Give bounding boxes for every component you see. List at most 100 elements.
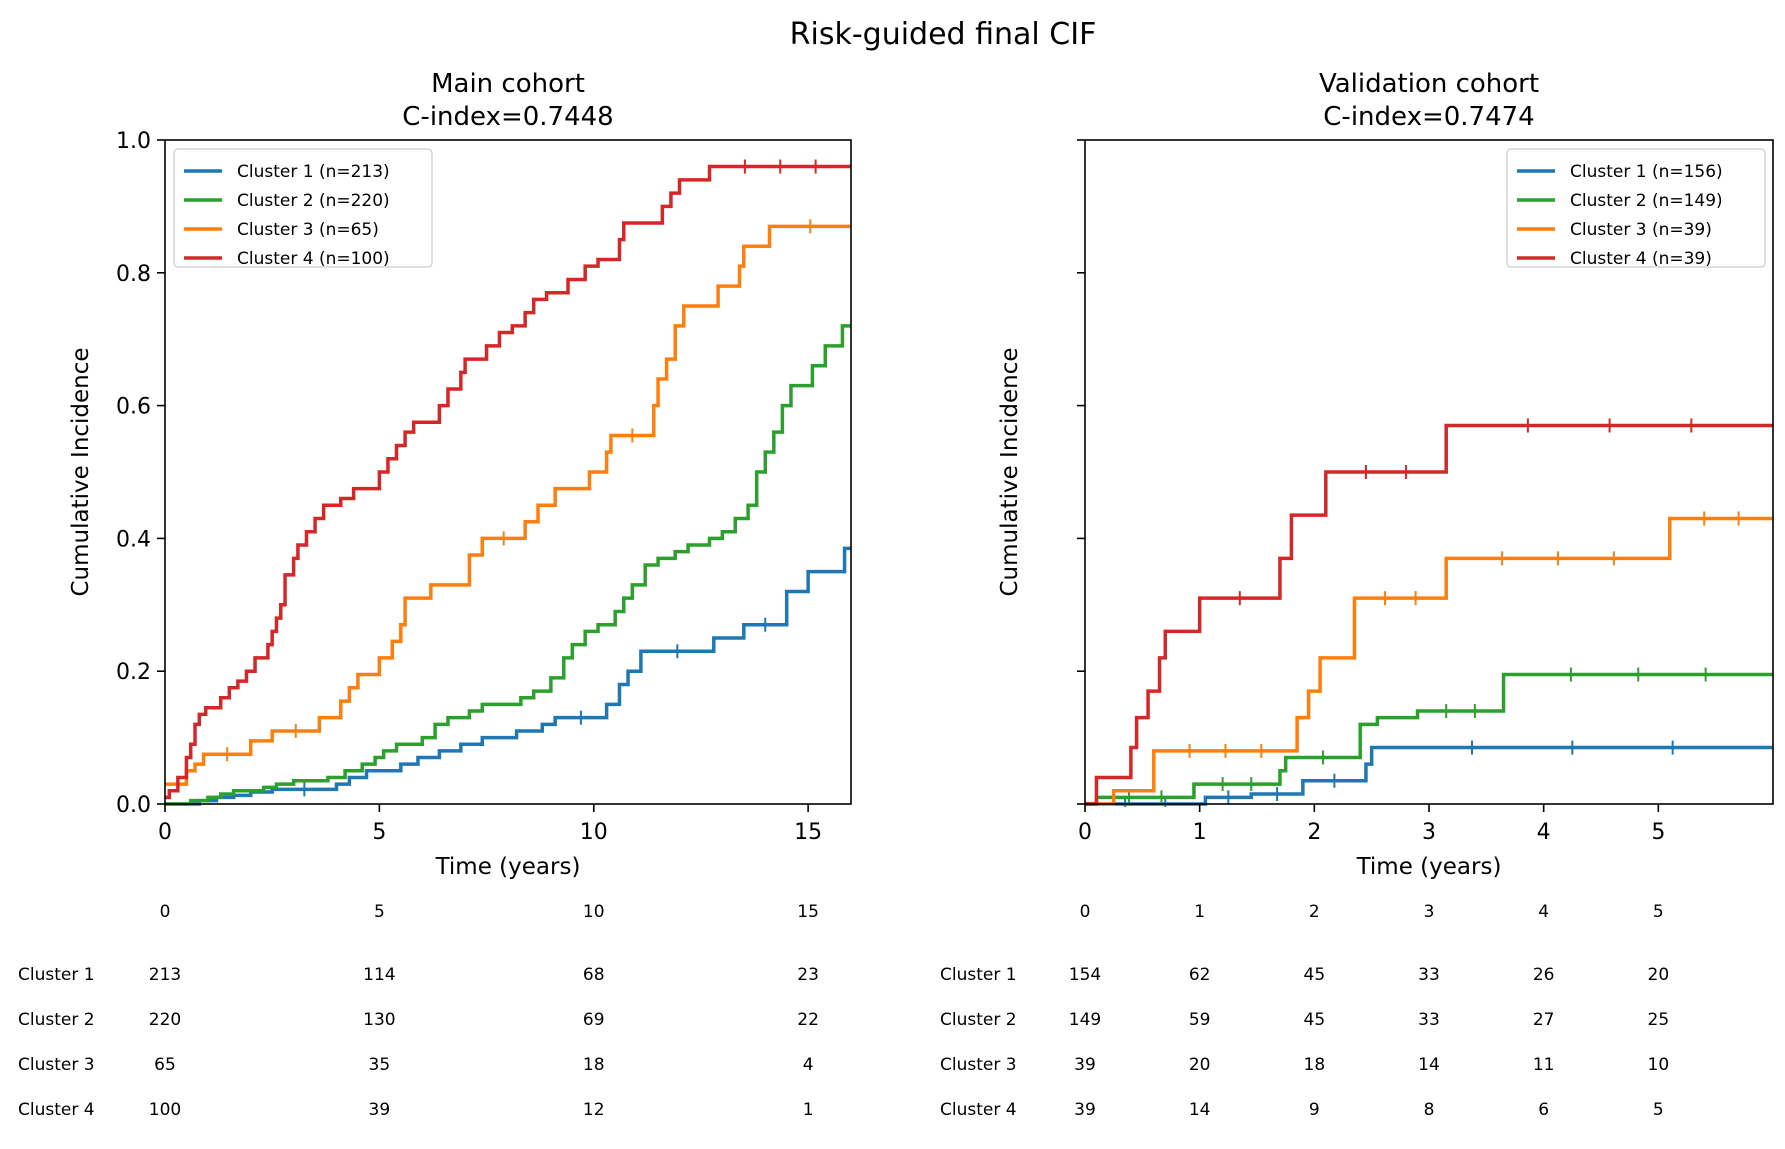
series-group xyxy=(165,159,851,806)
risk-table-cell: 18 xyxy=(583,1055,605,1075)
risk-table-cell: 39 xyxy=(1074,1100,1096,1120)
risk-table-cell: 68 xyxy=(583,965,605,985)
x-tick-label: 15 xyxy=(794,820,822,845)
x-tick-label: 5 xyxy=(372,820,386,845)
risk-table-row-label: Cluster 3 xyxy=(940,1055,1017,1075)
risk-table-cell: 11 xyxy=(1533,1055,1555,1075)
risk-table-cell: 33 xyxy=(1418,965,1440,985)
panel-subtitle: C-index=0.7474 xyxy=(1323,102,1534,132)
series-line-1 xyxy=(1085,745,1773,806)
risk-table-cell: 59 xyxy=(1189,1010,1211,1030)
risk-table-cell: 65 xyxy=(154,1055,176,1075)
legend-entry-1: Cluster 1 (n=213) xyxy=(237,162,390,182)
x-tick-label: 5 xyxy=(1651,820,1665,845)
legend-entry-2: Cluster 2 (n=220) xyxy=(237,191,390,211)
risk-table-time: 3 xyxy=(1424,902,1435,922)
risk-table-cell: 12 xyxy=(583,1100,605,1120)
risk-table-cell: 23 xyxy=(797,965,819,985)
y-axis-label: Cumulative Incidence xyxy=(997,347,1023,596)
risk-table-cell: 20 xyxy=(1189,1055,1211,1075)
risk-table-time: 10 xyxy=(583,902,605,922)
x-tick-label: 0 xyxy=(1078,820,1092,845)
plot-frame xyxy=(164,139,852,805)
risk-table-cell: 5 xyxy=(1653,1100,1664,1120)
series-line-1 xyxy=(165,546,851,806)
y-tick-label: 0.0 xyxy=(116,793,151,818)
series-line-4 xyxy=(1085,423,1773,806)
risk-table-time: 5 xyxy=(1653,902,1664,922)
risk-table-cell: 35 xyxy=(369,1055,391,1075)
legend-entry-4: Cluster 4 (n=39) xyxy=(1570,249,1712,269)
x-tick-label: 10 xyxy=(580,820,608,845)
risk-table-cell: 62 xyxy=(1189,965,1211,985)
risk-table-cell: 39 xyxy=(369,1100,391,1120)
y-tick-label: 0.2 xyxy=(116,660,151,685)
risk-table-cell: 6 xyxy=(1538,1100,1549,1120)
risk-table-cell: 22 xyxy=(797,1010,819,1030)
risk-table-row-label: Cluster 1 xyxy=(940,965,1017,985)
risk-table-row-label: Cluster 2 xyxy=(940,1010,1017,1030)
y-axis-label: Cumulative Incidence xyxy=(68,347,94,596)
panel-subtitle: C-index=0.7448 xyxy=(402,102,613,132)
risk-table-cell: 114 xyxy=(363,965,395,985)
x-tick-label: 4 xyxy=(1537,820,1551,845)
legend-box xyxy=(173,148,433,268)
risk-table-cell: 154 xyxy=(1069,965,1101,985)
risk-table-time: 4 xyxy=(1538,902,1549,922)
risk-table-row-label: Cluster 4 xyxy=(18,1100,95,1120)
risk-table-cell: 25 xyxy=(1648,1010,1670,1030)
legend: Cluster 1 (n=213) Cluster 2 (n=220) Cluste… xyxy=(173,148,433,269)
risk-table-row-label: Cluster 3 xyxy=(18,1055,95,1075)
risk-table-time: 15 xyxy=(797,902,819,922)
legend-entry-3: Cluster 3 (n=39) xyxy=(1570,220,1712,240)
risk-table-cell: 9 xyxy=(1309,1100,1320,1120)
series-line-4 xyxy=(165,164,851,800)
risk-table: 0 5 10 15 Cluster 1 213 114 68 23 Cluster 2 220 130… xyxy=(18,902,819,1120)
x-axis-label: Time (years) xyxy=(1356,854,1502,880)
risk-table-cell: 100 xyxy=(149,1100,181,1120)
y-tick-label: 1.0 xyxy=(116,129,151,154)
risk-table-time: 1 xyxy=(1194,902,1205,922)
risk-table-cell: 220 xyxy=(149,1010,181,1030)
risk-table-cell: 130 xyxy=(363,1010,395,1030)
panel-title: Main cohort xyxy=(431,69,585,99)
x-tick-label: 3 xyxy=(1422,820,1436,845)
x-tick-label: 0 xyxy=(158,820,172,845)
risk-table-row-label: Cluster 1 xyxy=(18,965,95,985)
risk-table-cell: 69 xyxy=(583,1010,605,1030)
risk-table-cell: 39 xyxy=(1074,1055,1096,1075)
risk-table-time: 2 xyxy=(1309,902,1320,922)
risk-table-cell: 4 xyxy=(803,1055,814,1075)
legend-box xyxy=(1506,148,1766,268)
risk-table-cell: 27 xyxy=(1533,1010,1555,1030)
risk-table-cell: 10 xyxy=(1648,1055,1670,1075)
risk-table-cell: 149 xyxy=(1069,1010,1101,1030)
risk-table-row-label: Cluster 2 xyxy=(18,1010,95,1030)
legend-entry-1: Cluster 1 (n=156) xyxy=(1570,162,1723,182)
risk-table-cell: 45 xyxy=(1304,965,1326,985)
figure-suptitle: Risk-guided final CIF xyxy=(790,17,1097,52)
y-tick-label: 0.8 xyxy=(116,262,151,287)
y-tick-label: 0.6 xyxy=(116,395,151,420)
risk-table-cell: 33 xyxy=(1418,1010,1440,1030)
legend: Cluster 1 (n=156) Cluster 2 (n=149) Cluste… xyxy=(1506,148,1766,269)
risk-table-time: 0 xyxy=(1080,902,1091,922)
series-line-3 xyxy=(1085,516,1773,806)
risk-table-cell: 14 xyxy=(1189,1100,1211,1120)
x-tick-label: 1 xyxy=(1193,820,1207,845)
x-tick-label: 2 xyxy=(1307,820,1321,845)
risk-table-cell: 45 xyxy=(1304,1010,1326,1030)
series-line-2 xyxy=(1085,672,1773,806)
risk-table-cell: 26 xyxy=(1533,965,1555,985)
risk-table-time: 5 xyxy=(374,902,385,922)
risk-table-cell: 18 xyxy=(1304,1055,1326,1075)
legend-entry-4: Cluster 4 (n=100) xyxy=(237,249,390,269)
risk-table-cell: 1 xyxy=(803,1100,814,1120)
risk-table-cell: 14 xyxy=(1418,1055,1440,1075)
risk-table-time: 0 xyxy=(160,902,171,922)
legend-entry-2: Cluster 2 (n=149) xyxy=(1570,191,1723,211)
